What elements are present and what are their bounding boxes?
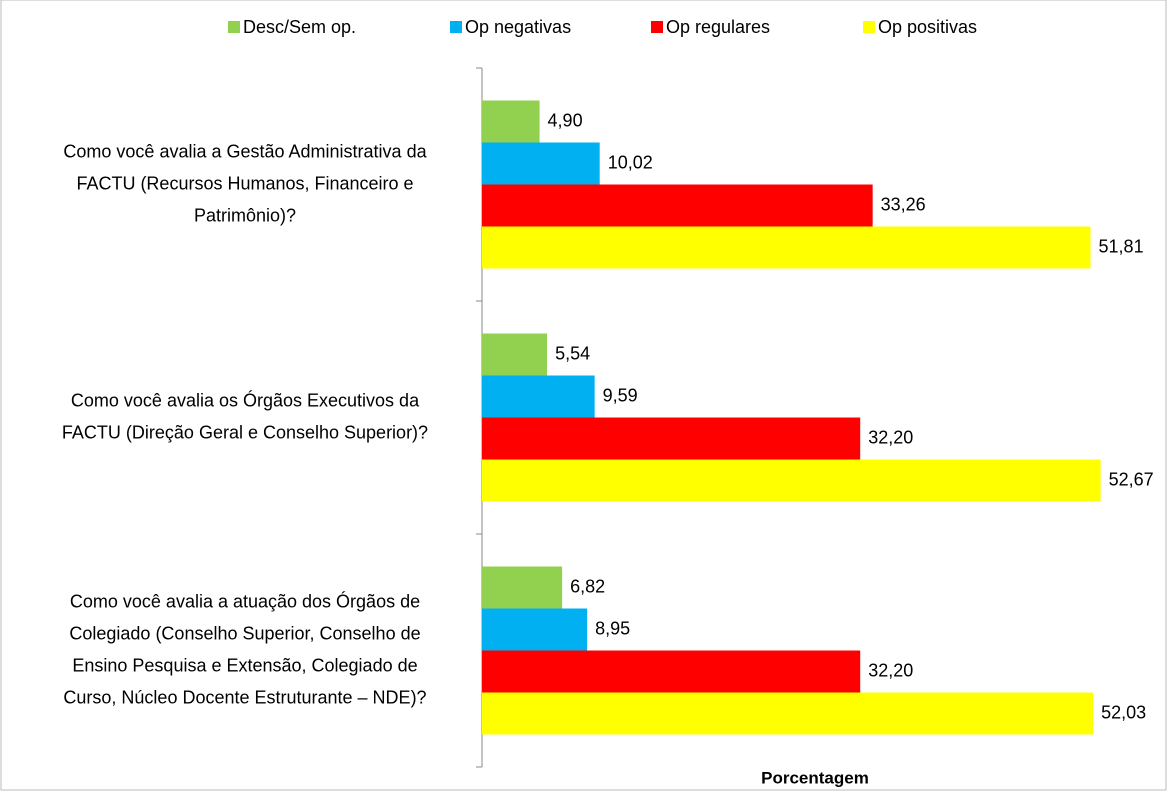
value-label: 5,54: [555, 343, 590, 363]
bar: [482, 608, 588, 651]
value-label: 33,26: [881, 194, 926, 214]
legend-swatch: [228, 21, 240, 33]
bar: [482, 226, 1091, 269]
legend-label: Op regulares: [666, 17, 770, 37]
bar: [482, 650, 861, 693]
category-label: Como você avalia a atuação dos Órgãos de: [70, 590, 420, 611]
category-label: Colegiado (Conselho Superior, Conselho d…: [69, 623, 420, 643]
x-axis-title: Porcentagem: [761, 768, 869, 787]
value-label: 52,03: [1101, 702, 1146, 722]
legend-label: Op positivas: [878, 17, 977, 37]
category-label: Como você avalia a Gestão Administrativa…: [63, 141, 427, 161]
value-label: 8,95: [595, 618, 630, 638]
category-label: FACTU (Direção Geral e Conselho Superior…: [62, 422, 428, 442]
bar: [482, 142, 600, 185]
bar: [482, 333, 548, 376]
bar: [482, 566, 563, 609]
bar: [482, 459, 1101, 502]
value-label: 4,90: [548, 110, 583, 130]
value-label: 32,20: [868, 427, 913, 447]
bar: [482, 100, 540, 143]
legend-swatch: [863, 21, 875, 33]
value-label: 9,59: [603, 385, 638, 405]
category-label: Como você avalia os Órgãos Executivos da: [71, 389, 420, 410]
category-label: FACTU (Recursos Humanos, Financeiro e: [76, 173, 413, 193]
value-label: 52,67: [1109, 469, 1154, 489]
value-label: 6,82: [570, 576, 605, 596]
legend-label: Desc/Sem op.: [243, 17, 356, 37]
value-label: 32,20: [868, 660, 913, 680]
legend-label: Op negativas: [465, 17, 571, 37]
value-label: 51,81: [1099, 236, 1144, 256]
legend-swatch: [450, 21, 462, 33]
bar: [482, 692, 1094, 735]
category-label: Ensino Pesquisa e Extensão, Colegiado de: [72, 655, 417, 675]
category-label: Curso, Núcleo Docente Estruturante – NDE…: [63, 687, 426, 707]
category-label: Patrimônio)?: [194, 205, 296, 225]
legend-swatch: [651, 21, 663, 33]
bar: [482, 417, 861, 460]
bar: [482, 184, 873, 227]
bar: [482, 375, 595, 418]
value-label: 10,02: [608, 152, 653, 172]
